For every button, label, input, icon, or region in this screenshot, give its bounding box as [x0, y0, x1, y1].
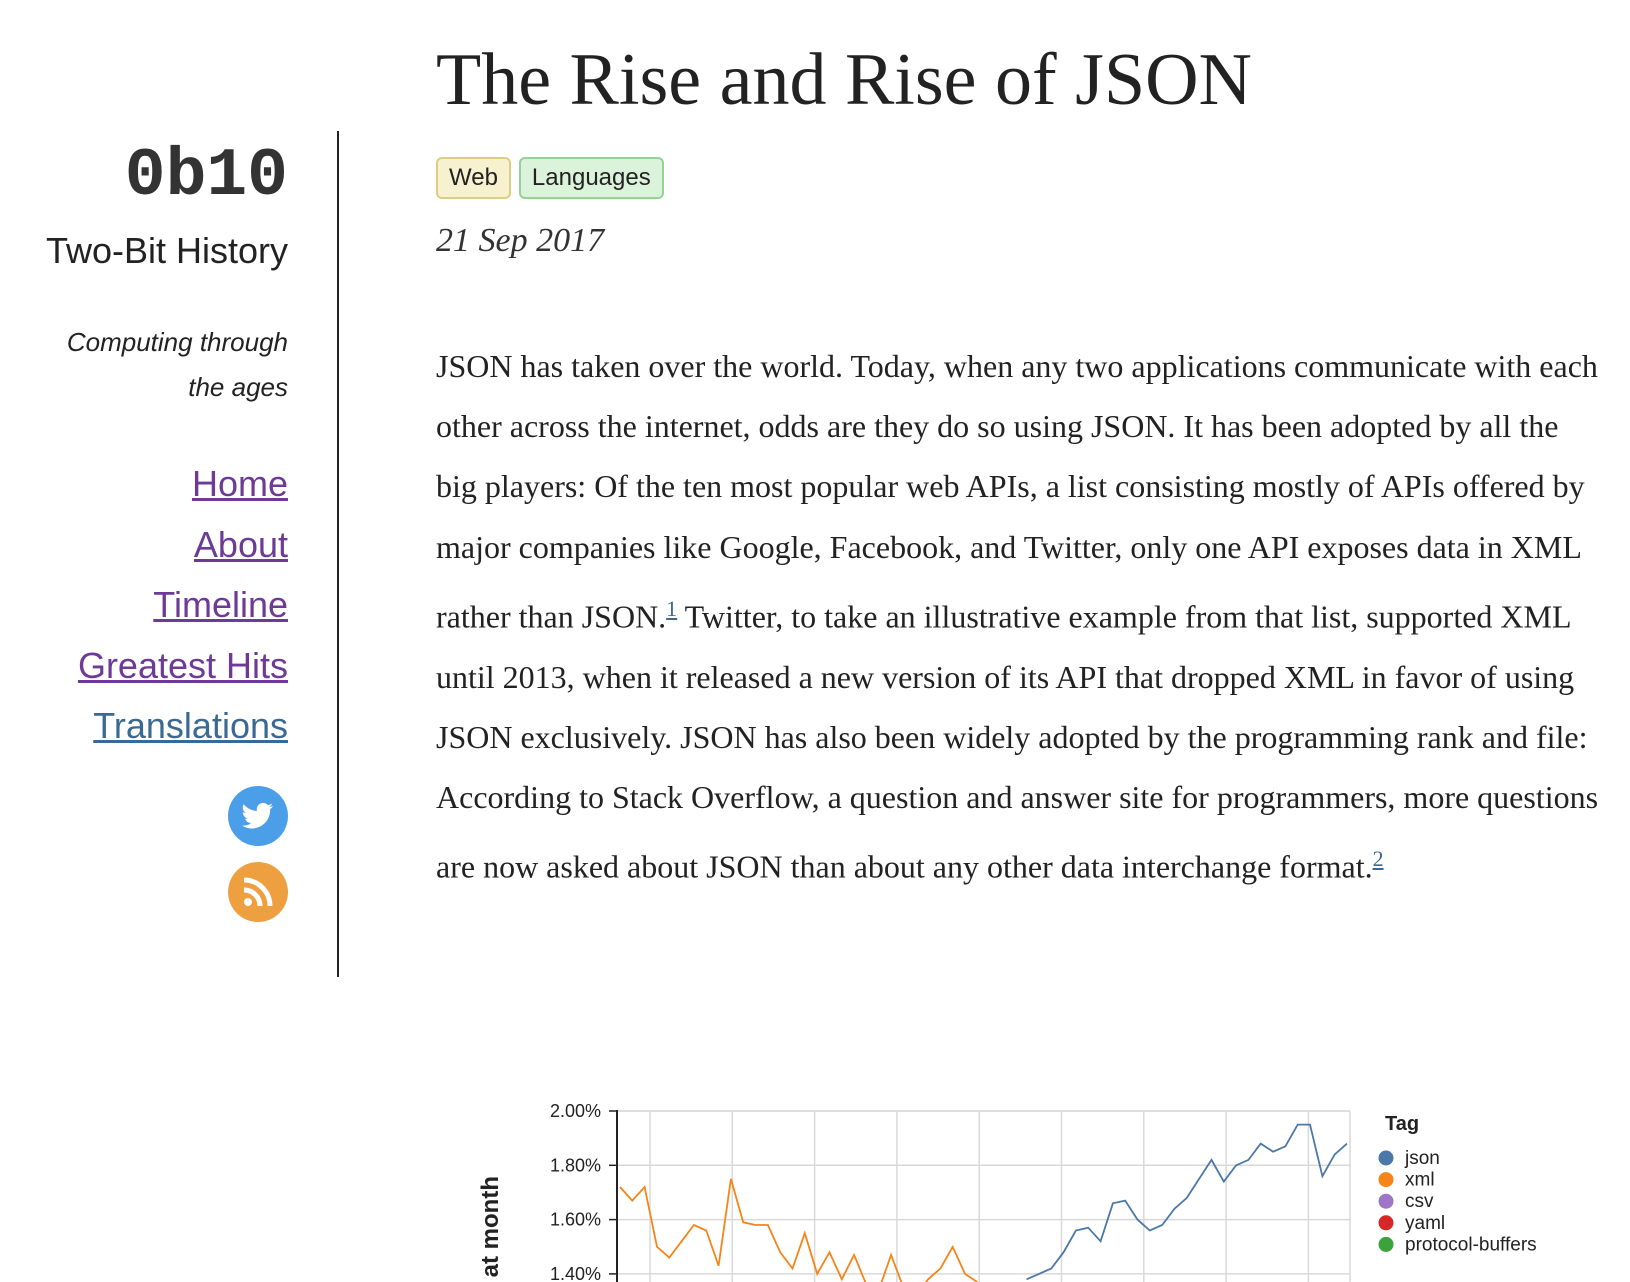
- y-axis-label: at month: [477, 1176, 504, 1277]
- divider: [337, 131, 339, 977]
- legend-swatch: [1378, 1215, 1394, 1231]
- nav-link[interactable]: Greatest Hits: [77, 644, 288, 686]
- tags: Web Languages: [436, 157, 664, 199]
- y-tick-label: 1.80%: [550, 1155, 601, 1175]
- text: JSON has taken over the world. Today, wh…: [436, 348, 1598, 635]
- y-tick-label: 1.40%: [550, 1264, 601, 1282]
- paragraph: JSON has taken over the world. Today, wh…: [436, 336, 1600, 897]
- tagline-line: the ages: [188, 372, 288, 402]
- footnote-link[interactable]: 2: [1372, 846, 1384, 872]
- series-line: [1026, 1123, 1348, 1281]
- chart: 2.00% 1.80% 1.60% 1.40% at month Tag jsonxmlcs…: [477, 1101, 1537, 1282]
- nav: Home About Timeline Greatest Hits Transl…: [78, 454, 288, 757]
- legend-swatch: [1378, 1172, 1394, 1188]
- nav-link[interactable]: Timeline: [153, 584, 288, 625]
- nav-link[interactable]: Home: [191, 463, 288, 504]
- y-tick-label: 2.00%: [550, 1101, 601, 1121]
- tagline-line: Computing through: [66, 327, 288, 357]
- date: 21 Sep 2017: [436, 222, 605, 259]
- legend-swatch: [1378, 1150, 1394, 1166]
- nav-link[interactable]: Translations: [93, 705, 288, 746]
- legend-label: json: [1404, 1148, 1440, 1169]
- twitter-icon[interactable]: [228, 786, 288, 846]
- legend-label: yaml: [1405, 1213, 1445, 1234]
- y-tick-label: 1.60%: [550, 1210, 601, 1230]
- legend-label: csv: [1405, 1191, 1434, 1212]
- site-name: Two-Bit History: [45, 230, 288, 271]
- nav-link[interactable]: About: [193, 523, 288, 565]
- article-title: The Rise and Rise of JSON: [436, 39, 1252, 121]
- legend-label: protocol-buffers: [1405, 1234, 1537, 1255]
- legend-label: xml: [1405, 1170, 1435, 1191]
- legend-swatch: [1378, 1236, 1394, 1252]
- logo: 0b10: [124, 138, 288, 215]
- tagline: Computing through the ages: [67, 320, 288, 410]
- legend-title: Tag: [1385, 1113, 1419, 1135]
- legend-swatch: [1378, 1193, 1394, 1209]
- text: Twitter, to take an illustrative example…: [436, 598, 1599, 885]
- rss-icon[interactable]: [228, 862, 288, 922]
- tag[interactable]: Web: [436, 157, 511, 199]
- footnote-link[interactable]: 1: [666, 595, 678, 621]
- tag[interactable]: Languages: [518, 157, 664, 199]
- series-line: [619, 1178, 978, 1282]
